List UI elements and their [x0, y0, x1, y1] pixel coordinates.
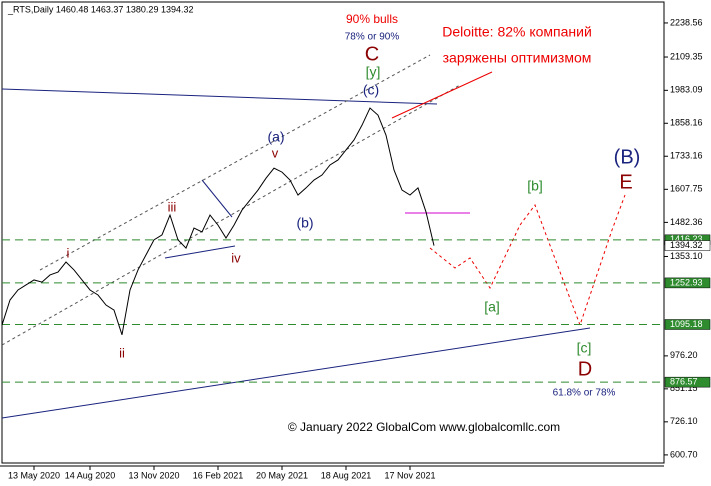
annotation: (B): [614, 146, 641, 168]
annotation: C: [365, 43, 379, 65]
header: _RTS,Daily 1460.48 1463.37 1380.29 1394.…: [7, 4, 193, 14]
y-tick-label: 726.10: [670, 416, 698, 426]
annotation: i: [67, 245, 70, 260]
y-tick-label: 1733.16: [670, 151, 703, 161]
level-label: 1095.18: [670, 319, 703, 329]
price-line: [1, 107, 435, 335]
annotation: [y]: [366, 64, 381, 80]
level-badge: [664, 319, 711, 330]
annotation: ii: [119, 345, 125, 360]
x-tick-label: 13 May 2020: [8, 470, 60, 480]
plot-frame: [1, 1, 665, 464]
annotation: 61.8% or 78%: [553, 388, 616, 399]
annotation: (a): [267, 129, 284, 145]
annotation: D: [578, 358, 592, 380]
annotation: (b): [296, 215, 313, 231]
annotation: [b]: [527, 178, 543, 194]
x-tick-label: 14 Aug 2020: [65, 470, 116, 480]
y-tick-label: 2109.35: [670, 51, 703, 61]
x-tick-label: 13 Nov 2020: [128, 470, 179, 480]
level-label: 876.57: [670, 377, 698, 387]
level-label: 1416.23: [670, 234, 703, 244]
y-tick-label: 1482.36: [670, 217, 703, 227]
forecast: [429, 194, 626, 327]
trendline: [1, 88, 438, 105]
annotation: iii: [168, 199, 177, 214]
y-tick-label: 2238.56: [670, 17, 703, 27]
level-badge: [664, 277, 711, 289]
x-tick-label: 17 Nov 2021: [384, 470, 435, 480]
annotation: E: [619, 171, 632, 193]
annotation: 90% bulls: [346, 12, 398, 26]
annotation: v: [272, 145, 279, 160]
annotation: [c]: [577, 340, 592, 356]
level-badge: [664, 376, 711, 388]
y-tick-label: 1607.75: [670, 184, 703, 194]
level-label: 1252.93: [670, 277, 703, 287]
x-tick-label: 18 Aug 2021: [321, 470, 372, 480]
level-label: 1394.32: [670, 240, 703, 250]
annotation: Deloitte: 82% компаний: [442, 24, 592, 40]
trendline: [201, 179, 233, 218]
annotation: 78% or 90%: [345, 32, 400, 43]
annotation: iv: [231, 250, 241, 265]
annotation: (c): [363, 82, 379, 98]
y-tick-label: 851.15: [670, 383, 698, 393]
x-tick-label: 20 May 2021: [256, 470, 308, 480]
copyright: © January 2022 GlobalCom www.globalcomll…: [288, 420, 560, 434]
annotation: [a]: [484, 299, 500, 315]
x-tick-label: 16 Feb 2021: [193, 470, 244, 480]
y-tick-label: 1858.16: [670, 118, 703, 128]
y-tick-label: 1983.09: [670, 85, 703, 95]
trendline: [1, 327, 591, 419]
y-tick-label: 1353.10: [670, 251, 703, 261]
arrow-line: [391, 71, 493, 119]
level-badge: [664, 240, 711, 251]
annotation: заряжены оптимизмом: [443, 50, 592, 66]
y-tick-label: 600.70: [670, 449, 698, 459]
trendline: [164, 245, 236, 259]
channel: [39, 54, 431, 271]
y-tick-label: 976.20: [670, 350, 698, 360]
